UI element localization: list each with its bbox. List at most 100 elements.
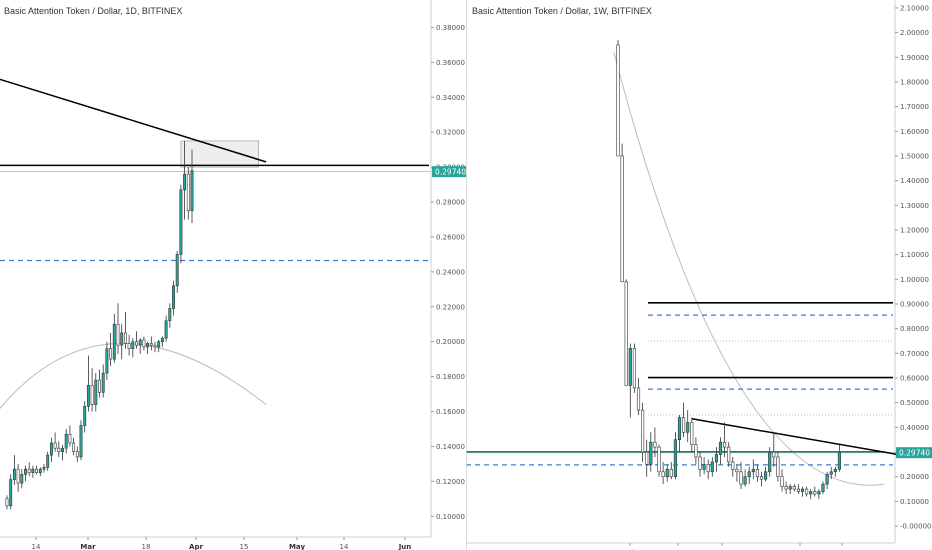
x-tick-label: 15: [240, 543, 249, 550]
candle-down: [653, 441, 657, 448]
candle-down: [682, 417, 686, 433]
candle-down: [657, 446, 661, 473]
candle-up: [702, 464, 706, 470]
candle-down: [620, 155, 624, 283]
candle-down: [813, 491, 817, 495]
candle-up: [190, 170, 194, 212]
candle-down: [694, 444, 698, 458]
y-tick-label: -0.00000: [900, 523, 931, 531]
candle-up: [157, 341, 161, 348]
candle-up: [747, 471, 751, 478]
candle-down: [727, 446, 731, 463]
candle-down: [698, 456, 702, 470]
candle-down: [796, 488, 800, 492]
candle-up: [829, 471, 833, 475]
candle-up: [179, 189, 183, 255]
candle-down: [127, 343, 131, 349]
candle-down: [772, 451, 776, 458]
candle-down: [35, 468, 39, 473]
candle-up: [168, 308, 172, 322]
candle-up: [138, 339, 142, 346]
candle-down: [661, 471, 665, 478]
candle-up: [172, 285, 175, 309]
candle-up: [83, 405, 87, 426]
candle-down: [123, 332, 127, 344]
candle-up: [94, 379, 98, 405]
last-price-tag: [432, 166, 466, 178]
y-tick-label: 0.38000: [436, 24, 465, 32]
y-tick-label: 0.10000: [900, 498, 929, 506]
x-tick-label: 18: [142, 543, 151, 550]
candle-up: [42, 467, 46, 470]
candle-down: [739, 471, 743, 485]
candle-up: [677, 417, 682, 441]
y-tick-label: 2.10000: [900, 4, 929, 12]
candle-up: [764, 471, 768, 480]
candle-down: [805, 488, 809, 495]
y-tick-label: 0.14000: [436, 443, 465, 451]
y-tick-label: 1.10000: [900, 251, 929, 259]
candle-up: [46, 454, 50, 468]
y-tick-label: 0.20000: [900, 473, 929, 481]
daily-chart-panel[interactable]: 0.380000.360000.340000.320000.300000.280…: [0, 0, 466, 550]
candle-up: [821, 483, 825, 492]
candle-down: [735, 469, 739, 473]
y-tick-label: 1.40000: [900, 177, 929, 185]
trendline: [0, 78, 267, 163]
weekly-chart-title: Basic Attention Token / Dollar, 1W, BITF…: [472, 6, 652, 16]
candle-up: [9, 479, 13, 507]
candle-up: [714, 454, 718, 463]
candle-down: [90, 385, 94, 405]
candle-up: [64, 433, 68, 449]
candle-down: [624, 281, 628, 386]
candle-down: [776, 456, 780, 478]
y-tick-label: 0.24000: [436, 268, 465, 276]
candle-up: [628, 348, 632, 386]
candle-up: [673, 439, 677, 478]
candle-down: [645, 451, 649, 465]
y-tick-label: 0.32000: [436, 129, 465, 137]
candle-up: [49, 442, 53, 456]
candle-up: [183, 173, 187, 191]
y-tick-label: 0.34000: [436, 94, 465, 102]
y-tick-label: 0.50000: [900, 399, 929, 407]
candle-down: [142, 339, 146, 348]
x-tick-label: 14: [32, 543, 41, 550]
candle-up: [665, 469, 669, 478]
candle-down: [135, 341, 138, 346]
candle-down: [68, 433, 72, 444]
weekly-chart-panel[interactable]: 2.10000 2.00000 1.90000 1.80000 1.70000 1.600…: [466, 0, 932, 550]
y-tick-label: 0.60000: [900, 375, 929, 383]
x-tick-label: 14: [340, 543, 349, 550]
last-price-label: 0.29740: [435, 167, 466, 176]
candle-up: [79, 425, 83, 458]
candle-down: [759, 476, 764, 480]
daily-chart-title: Basic Attention Token / Dollar, 1D, BITF…: [4, 6, 183, 16]
candle-down: [75, 451, 79, 458]
y-tick-label: 0.90000: [900, 301, 929, 309]
weekly-chart-canvas[interactable]: 2.10000 2.00000 1.90000 1.80000 1.70000 1.600…: [466, 0, 932, 550]
candle-down: [72, 442, 76, 452]
y-tick-label: 1.00000: [900, 276, 929, 284]
daily-chart-canvas[interactable]: 0.380000.360000.340000.320000.300000.280…: [0, 0, 466, 550]
candle-down: [116, 323, 120, 346]
candle-down: [755, 469, 759, 478]
candle-up: [788, 486, 792, 490]
candle-down: [784, 486, 788, 490]
last-price-label: 0.29740: [899, 448, 930, 457]
candle-down: [5, 498, 9, 507]
candle-up: [718, 441, 723, 455]
y-tick-label: 0.22000: [436, 303, 465, 311]
candle-up: [38, 468, 42, 473]
y-tick-label: 0.12000: [436, 478, 465, 486]
candle-down: [632, 348, 636, 389]
candle-down: [641, 409, 645, 453]
candle-up: [825, 473, 829, 485]
candle-up: [112, 323, 116, 360]
x-tick-label: May: [289, 543, 305, 550]
candle-up: [743, 476, 747, 485]
candle-down: [16, 468, 20, 484]
candle-up: [710, 461, 714, 473]
candle-up: [164, 320, 168, 339]
